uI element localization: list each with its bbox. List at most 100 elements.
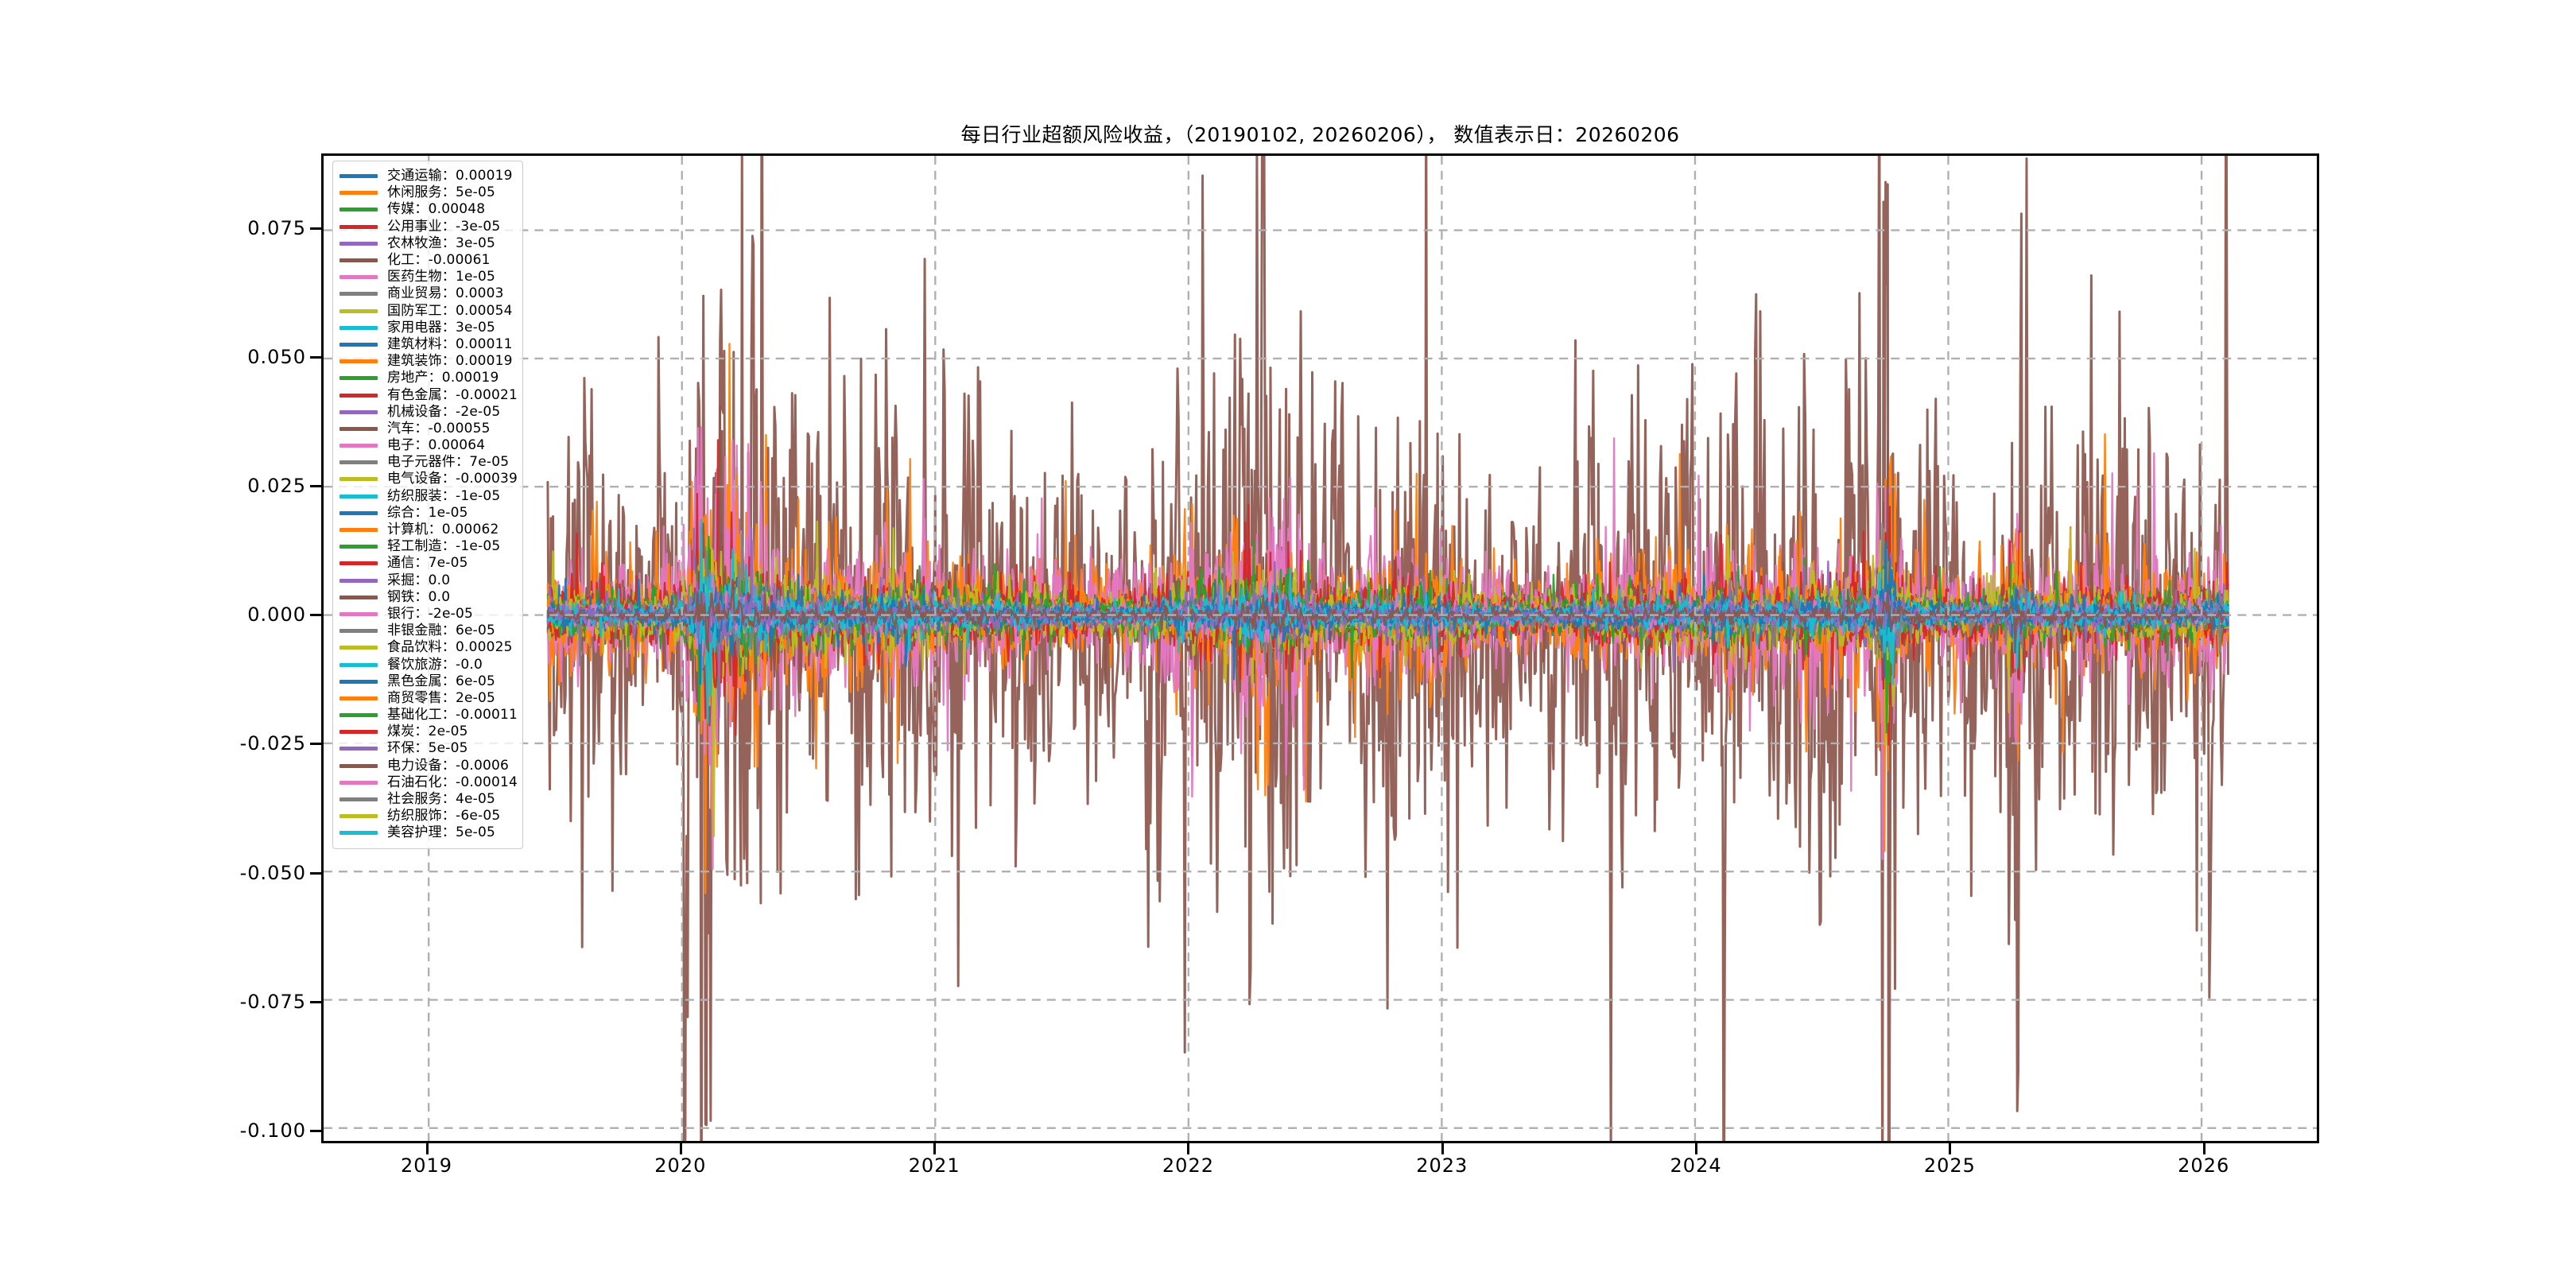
legend-item[interactable]: 石油石化：-0.00014 xyxy=(339,774,518,791)
legend-item[interactable]: 银行：-2e-05 xyxy=(339,606,514,623)
legend-item[interactable]: 餐饮旅游：-0.0 xyxy=(339,656,514,673)
legend-item-label: 美容护理：5e-05 xyxy=(387,824,496,841)
legend-item-label: 房地产：0.00019 xyxy=(387,370,499,386)
legend-item-label: 电力设备：-0.0006 xyxy=(387,757,510,774)
x-axis-tick-label: 2025 xyxy=(1923,1154,1976,1177)
legend-item[interactable]: 社会服务：4e-05 xyxy=(339,791,514,808)
legend-color-swatch xyxy=(339,814,378,819)
legend-item[interactable]: 非银金融：6e-05 xyxy=(339,623,514,639)
legend-item[interactable]: 建筑装饰：0.00019 xyxy=(339,353,514,370)
legend-color-swatch xyxy=(339,646,378,650)
legend-item[interactable]: 商业贸易：0.0003 xyxy=(339,285,514,302)
legend-item-label: 公用事业：-3e-05 xyxy=(387,218,501,235)
legend-color-swatch xyxy=(339,629,378,634)
legend-item[interactable]: 轻工制造：-1e-05 xyxy=(339,538,514,555)
legend-item-label: 煤炭：2e-05 xyxy=(387,724,468,740)
legend-item[interactable]: 机械设备：-2e-05 xyxy=(339,404,514,421)
y-axis-tick-mark xyxy=(310,356,321,359)
legend-item[interactable]: 环保：5e-05 xyxy=(339,740,514,757)
legend-item[interactable]: 煤炭：2e-05 xyxy=(339,724,514,740)
legend-item[interactable]: 采掘：0.0 xyxy=(339,572,514,589)
x-axis-tick-label: 2023 xyxy=(1416,1154,1468,1177)
y-axis-tick-labels: 0.075 0.050 0.025 0.000 -0.025 -0.050 -0.075 -0… xyxy=(183,153,306,1143)
legend-color-swatch xyxy=(339,561,378,566)
legend-item-label: 传媒：0.00048 xyxy=(387,201,486,218)
legend-item-label: 石油石化：-0.00014 xyxy=(387,774,518,790)
plot-area xyxy=(321,153,2319,1143)
legend-item[interactable]: 有色金属：-0.00021 xyxy=(339,386,518,403)
legend[interactable]: 交通运输：0.00019 休闲服务：5e-05 传媒：0.00048 公用事业：-3e… xyxy=(332,161,523,849)
x-axis-tick-mark xyxy=(933,1143,937,1154)
legend-item[interactable]: 农林牧渔：3e-05 xyxy=(339,235,514,252)
legend-item[interactable]: 黑色金属：6e-05 xyxy=(339,673,514,690)
y-axis-tick-mark xyxy=(310,227,321,231)
y-axis-tick-label: 0.050 xyxy=(247,346,306,369)
y-axis-tick-label: 0.025 xyxy=(247,475,306,498)
legend-color-swatch xyxy=(339,545,378,549)
legend-item[interactable]: 美容护理：5e-05 xyxy=(339,824,514,841)
y-axis-tick-label: 0.075 xyxy=(247,217,306,240)
legend-item-label: 食品饮料：0.00025 xyxy=(387,639,513,656)
legend-item[interactable]: 钢铁：0.0 xyxy=(339,589,514,606)
legend-color-swatch xyxy=(339,510,378,515)
legend-item-label: 建筑材料：0.00011 xyxy=(387,336,513,352)
y-axis-tick-label: 0.000 xyxy=(247,603,306,627)
legend-color-swatch xyxy=(339,426,378,431)
legend-item[interactable]: 基础化工：-0.00011 xyxy=(339,707,518,724)
legend-color-swatch xyxy=(339,325,378,330)
legend-item-label: 休闲服务：5e-05 xyxy=(387,184,496,201)
legend-item[interactable]: 休闲服务：5e-05 xyxy=(339,184,514,201)
y-axis-tick-mark xyxy=(310,743,321,746)
x-axis-tick-mark xyxy=(1187,1143,1190,1154)
legend-item[interactable]: 通信：7e-05 xyxy=(339,555,514,572)
legend-item[interactable]: 商贸零售：2e-05 xyxy=(339,690,514,707)
legend-color-swatch xyxy=(339,292,378,297)
legend-color-swatch xyxy=(339,763,378,768)
legend-color-swatch xyxy=(339,578,378,583)
x-axis-tick-label: 2021 xyxy=(908,1154,960,1177)
legend-color-swatch xyxy=(339,713,378,718)
legend-color-swatch xyxy=(339,494,378,499)
legend-color-swatch xyxy=(339,409,378,414)
x-axis-tick-mark xyxy=(679,1143,682,1154)
x-axis-tick-label: 2026 xyxy=(2178,1154,2230,1177)
legend-item[interactable]: 电子：0.00064 xyxy=(339,437,514,454)
legend-item[interactable]: 房地产：0.00019 xyxy=(339,370,514,386)
legend-item[interactable]: 医药生物：1e-05 xyxy=(339,269,514,285)
legend-item-label: 综合：1e-05 xyxy=(387,504,468,521)
legend-color-swatch xyxy=(339,730,378,735)
legend-item-label: 化工：-0.00061 xyxy=(387,252,491,269)
legend-item[interactable]: 建筑材料：0.00011 xyxy=(339,336,514,353)
legend-item[interactable]: 公用事业：-3e-05 xyxy=(339,219,514,235)
legend-color-swatch xyxy=(339,611,378,616)
legend-item-label: 交通运输：0.00019 xyxy=(387,168,513,184)
legend-item-label: 农林牧渔：3e-05 xyxy=(387,235,496,251)
legend-color-swatch xyxy=(339,308,378,313)
legend-item[interactable]: 交通运输：0.00019 xyxy=(339,168,514,184)
legend-item[interactable]: 化工：-0.00061 xyxy=(339,252,514,269)
y-axis-tick-mark xyxy=(310,614,321,617)
legend-item[interactable]: 电力设备：-0.0006 xyxy=(339,758,514,774)
legend-item[interactable]: 计算机：0.00062 xyxy=(339,522,514,538)
series-canvas xyxy=(324,156,2317,1141)
legend-item[interactable]: 电气设备：-0.00039 xyxy=(339,471,518,487)
legend-item[interactable]: 综合：1e-05 xyxy=(339,505,514,522)
legend-item[interactable]: 家用电器：3e-05 xyxy=(339,320,514,336)
legend-item-label: 建筑装饰：0.00019 xyxy=(387,353,513,370)
legend-item[interactable]: 纺织服装：-1e-05 xyxy=(339,488,514,505)
y-axis-tick-mark xyxy=(310,1000,321,1003)
x-axis-tick-label: 2024 xyxy=(1670,1154,1722,1177)
legend-color-swatch xyxy=(339,595,378,599)
legend-item[interactable]: 国防军工：0.00054 xyxy=(339,303,514,320)
legend-item[interactable]: 电子元器件：7e-05 xyxy=(339,454,514,471)
y-axis-tick-mark xyxy=(310,485,321,488)
legend-item[interactable]: 汽车：-0.00055 xyxy=(339,421,514,437)
legend-item-label: 轻工制造：-1e-05 xyxy=(387,538,501,555)
legend-item[interactable]: 传媒：0.00048 xyxy=(339,201,514,218)
legend-item-label: 非银金融：6e-05 xyxy=(387,623,496,639)
legend-item-label: 有色金属：-0.00021 xyxy=(387,386,518,403)
legend-item[interactable]: 食品饮料：0.00025 xyxy=(339,639,514,656)
legend-item-label: 电子元器件：7e-05 xyxy=(387,454,510,471)
legend-item-label: 商贸零售：2e-05 xyxy=(387,689,496,706)
legend-item[interactable]: 纺织服饰：-6e-05 xyxy=(339,808,514,824)
